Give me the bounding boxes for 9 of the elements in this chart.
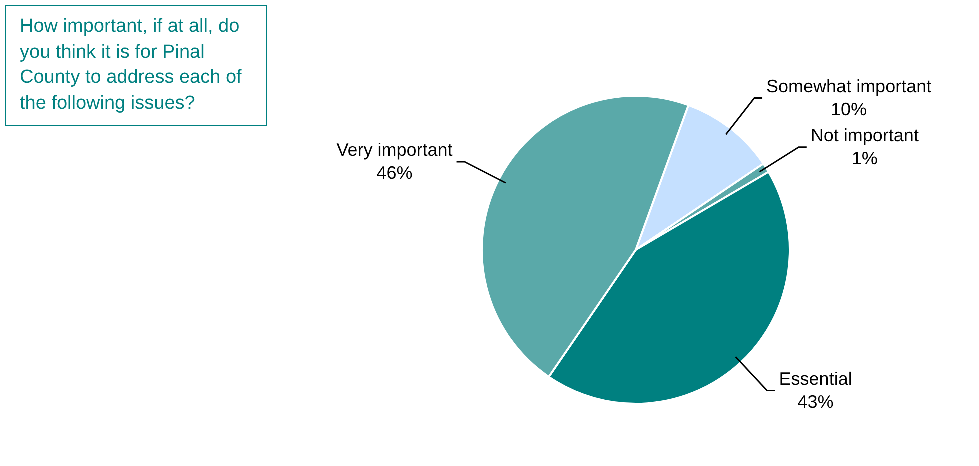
slice-label: Somewhat important [766,76,932,96]
slice-label: Very important [336,140,453,160]
data-label: 10% [831,99,868,120]
data-label: 46% [376,162,413,183]
data-label: 43% [798,392,834,412]
text: How important, if at all, do you think it is for Pinal County to address each of the following issues? [5,5,267,126]
slice-label: Essential [779,368,852,389]
data-label: 1% [852,148,878,168]
slice-label: Not important [810,125,919,146]
